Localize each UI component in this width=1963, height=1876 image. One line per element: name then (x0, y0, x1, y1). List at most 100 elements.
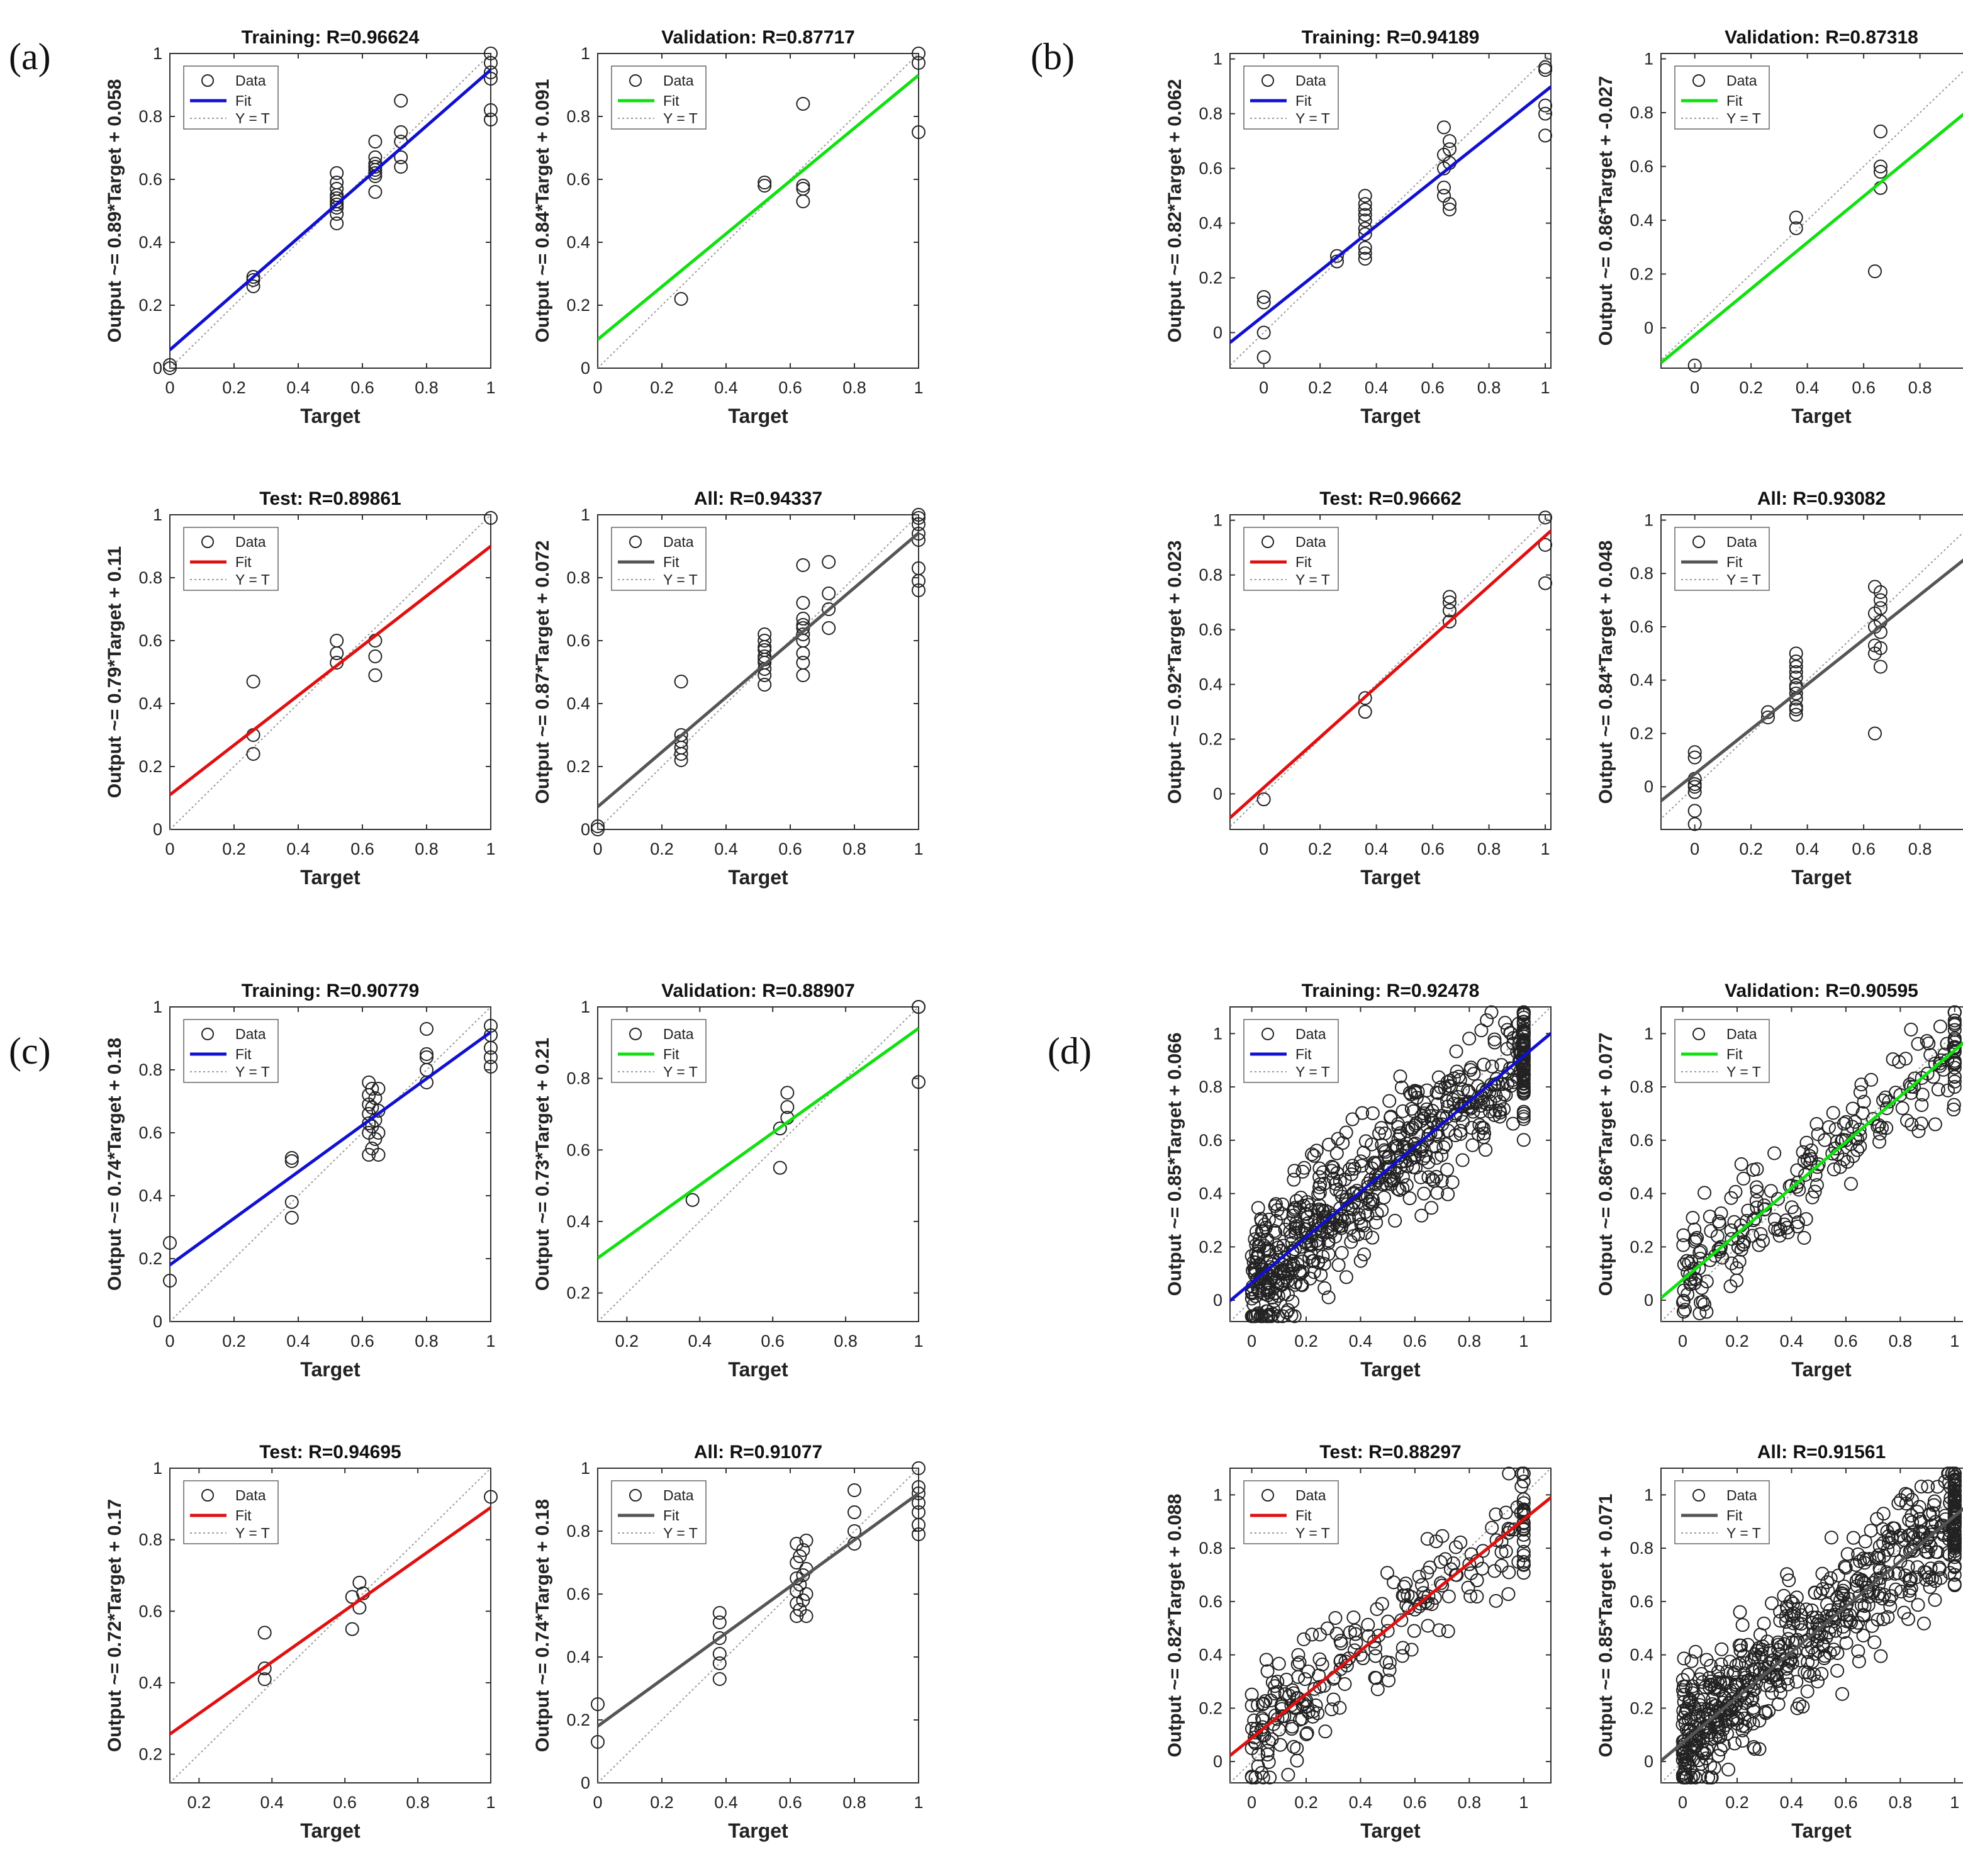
y-tick-label: 0.6 (138, 1123, 162, 1142)
data-point (1256, 325, 1271, 340)
data-point (1368, 1649, 1383, 1663)
data-point (591, 1697, 605, 1711)
x-axis-label: Target (1791, 1819, 1852, 1842)
data-point (1301, 1665, 1316, 1679)
regression-panel: Validation: R=0.87318 0 0.2 0.4 0.6 0.8 1 0 0.2 0… (1596, 27, 1963, 427)
data-point (796, 179, 810, 193)
data-point (1735, 1618, 1750, 1632)
y-tick-label: 0.4 (138, 1186, 162, 1205)
data-point (1837, 1116, 1851, 1131)
data-point (1326, 1217, 1341, 1232)
data-point (1420, 1532, 1434, 1546)
data-point (1395, 1649, 1409, 1663)
data-point (1893, 1528, 1908, 1542)
data-point (847, 1524, 861, 1538)
data-point (1330, 1166, 1345, 1181)
data-point (1441, 1589, 1456, 1604)
data-point (1335, 1209, 1350, 1223)
data-point (1916, 1616, 1931, 1631)
data-point (1421, 1170, 1436, 1184)
data-point (1338, 1654, 1353, 1669)
identity-line (598, 53, 919, 368)
data-point (591, 819, 605, 833)
data-point (1280, 1274, 1295, 1288)
data-point (1686, 1768, 1701, 1783)
y-tick-label: 1 (153, 997, 162, 1016)
data-point (1512, 1036, 1526, 1051)
regression-panel: All: R=0.94337 0 0.2 0.4 0.6 0.8 1 0 0.2 0.4 0.6 0.… (532, 488, 926, 889)
data-point (591, 1735, 605, 1749)
legend-data-label: Data (1726, 534, 1757, 550)
data-point (1285, 1244, 1300, 1259)
data-point (1912, 1500, 1927, 1514)
x-tick-label: 0.4 (714, 378, 738, 397)
data-point (1781, 1677, 1795, 1692)
x-tick-label: 0.2 (650, 1793, 674, 1812)
y-tick-label: 0 (1644, 777, 1653, 796)
data-point (1280, 1305, 1294, 1320)
identity-line (1661, 532, 1963, 820)
data-point (1430, 1097, 1445, 1111)
data-point (1358, 705, 1372, 719)
data-point (1903, 1588, 1917, 1602)
data-point (1876, 1522, 1890, 1536)
panel-title: Test: R=0.94695 (259, 1442, 401, 1463)
y-tick-label: 0.4 (1630, 211, 1653, 230)
data-point (330, 182, 344, 196)
data-point (1538, 537, 1553, 552)
data-point (1857, 1094, 1871, 1109)
y-tick-label: 0.4 (1199, 214, 1222, 233)
data-point (1694, 1244, 1708, 1258)
data-point (1714, 1657, 1728, 1671)
data-point (1344, 1235, 1358, 1249)
data-point (1295, 1712, 1309, 1726)
data-point (484, 1050, 498, 1064)
x-axis-label: Target (300, 1358, 361, 1381)
data-point (796, 1593, 810, 1607)
data-point (1442, 142, 1457, 157)
data-point (246, 675, 260, 688)
legend-fit-label: Fit (1726, 93, 1743, 109)
y-tick-label: 0 (1644, 1291, 1653, 1310)
data-point (1940, 1036, 1954, 1051)
legend-yt-label: Y = T (235, 571, 270, 588)
data-point (1686, 1211, 1700, 1225)
x-tick-label: 0.4 (260, 1793, 284, 1812)
data-point (1865, 1619, 1879, 1633)
data-point (1361, 1176, 1375, 1191)
data-point (1903, 1544, 1917, 1558)
data-point (1516, 1133, 1531, 1147)
data-point (1872, 1135, 1887, 1149)
legend: Data Fit Y = T (1243, 1019, 1339, 1083)
data-point (1538, 106, 1553, 121)
data-point (1777, 1588, 1791, 1603)
data-point (1837, 1625, 1851, 1639)
data-point (1516, 1466, 1531, 1481)
data-point (712, 1615, 727, 1629)
x-axis-label: Target (300, 866, 361, 889)
y-axis-label: Output ~= 0.79*Target + 0.11 (104, 546, 125, 798)
data-point (1947, 1544, 1962, 1558)
data-points (591, 1461, 926, 1749)
y-tick-label: 0.2 (566, 1710, 590, 1729)
x-tick-label: 0.2 (1294, 1332, 1318, 1351)
data-point (1355, 1106, 1370, 1120)
y-tick-label: 1 (1644, 510, 1653, 529)
data-point (1501, 1076, 1515, 1091)
data-point (1338, 1677, 1352, 1691)
y-axis-label: Output ~= 0.82*Target + 0.062 (1165, 79, 1185, 343)
data-point (1305, 1627, 1319, 1642)
data-point (1809, 1178, 1824, 1193)
x-tick-label: 0.4 (286, 378, 310, 397)
data-point (912, 1075, 926, 1089)
data-point (1861, 1598, 1876, 1612)
y-tick-label: 0 (1644, 318, 1653, 337)
data-point (1904, 1023, 1918, 1037)
data-point (1516, 1060, 1531, 1074)
x-tick-label: 0.2 (1739, 840, 1763, 858)
data-point (1947, 1080, 1962, 1094)
data-point (1692, 1698, 1707, 1712)
x-tick-label: 1 (914, 840, 923, 858)
data-point (1472, 1118, 1487, 1132)
data-point (1538, 60, 1553, 74)
